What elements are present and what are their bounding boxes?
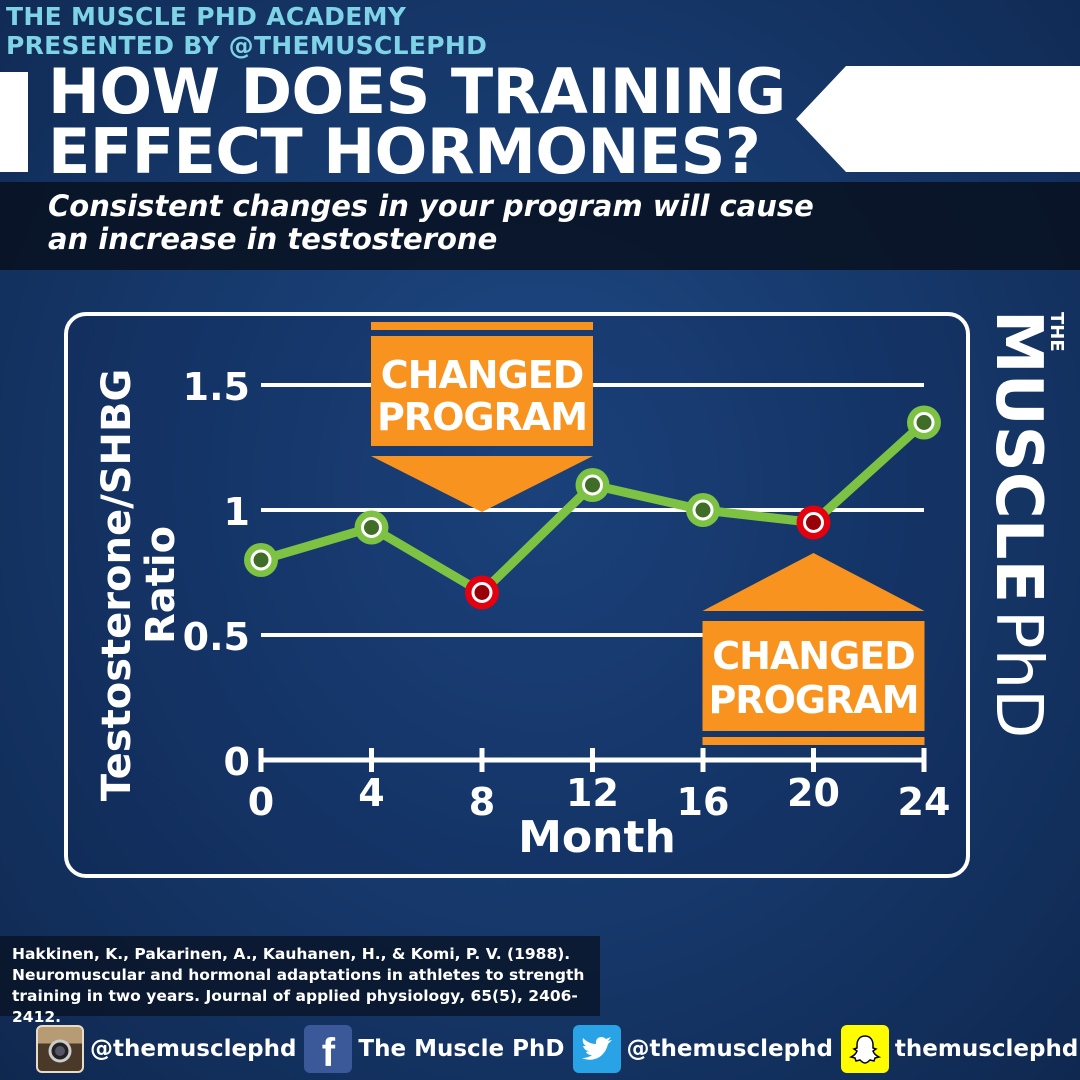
twitter-link[interactable]: @themusclephd [572, 1025, 833, 1073]
academy-header: THE MUSCLE PHD ACADEMY PRESENTED BY @THE… [6, 2, 487, 60]
instagram-handle: @themusclephd [90, 1036, 297, 1062]
data-point-2-inner [471, 582, 493, 603]
y-tick-label-0: 0 [224, 740, 250, 784]
y-axis-label-line-1: Testosterone/SHBG [94, 369, 140, 802]
data-point-5-inner [803, 512, 824, 533]
twitter-handle: @themusclephd [626, 1036, 833, 1062]
data-point-3 [575, 468, 610, 502]
data-point-4 [686, 493, 720, 527]
annotation-1-box [702, 621, 925, 731]
citation-text: Hakkinen, K., Pakarinen, A., Kauhanen, H… [12, 945, 585, 1026]
x-tick-label-4: 16 [677, 780, 730, 824]
data-point-4-inner [692, 499, 714, 521]
data-point-1 [354, 510, 389, 545]
data-point-0 [244, 543, 278, 577]
annotation-1-line-2: PROGRAM [708, 678, 918, 722]
citation-box: Hakkinen, K., Pakarinen, A., Kauhanen, H… [0, 936, 600, 1026]
presented-by: PRESENTED BY @THEMUSCLEPHD [6, 31, 488, 60]
academy-name: THE MUSCLE PHD ACADEMY [6, 2, 407, 31]
subtitle: Consistent changes in your program will … [48, 190, 814, 256]
x-tick-label-2: 8 [469, 780, 495, 824]
brand-wordmark: THE MUSCLE PhD [985, 310, 1067, 738]
y-tick-label-3: 1.5 [183, 365, 250, 409]
subtitle-line-2: an increase in testosterone [48, 222, 498, 256]
title-line-1: HOW DOES TRAINING [48, 55, 786, 128]
x-axis [258, 748, 927, 772]
snapchat-icon [840, 1025, 889, 1073]
title-accent-bar [0, 72, 28, 172]
annotation-0-line-2: PROGRAM [377, 395, 587, 439]
x-tick-label-3: 12 [566, 771, 619, 815]
data-point-1-inner [361, 517, 382, 538]
annotation-0-line-1: CHANGED [381, 353, 584, 397]
brand-muscle: MUSCLE [985, 310, 1055, 603]
y-axis-label: Testosterone/SHBG Ratio [94, 369, 184, 802]
facebook-link[interactable]: f The Muscle PhD [304, 1025, 565, 1075]
chart-tick-labels: 0 0.5 1 1.5 0 4 8 12 16 20 24 [183, 365, 951, 824]
subtitle-line-1: Consistent changes in your program will … [48, 189, 814, 223]
x-axis-label: Month [518, 812, 676, 863]
data-point-3-inner [582, 474, 603, 496]
brand-the: THE [1046, 312, 1067, 352]
twitter-icon [572, 1025, 621, 1073]
page-title: HOW DOES TRAINING EFFECT HORMONES? [48, 61, 786, 183]
facebook-handle: The Muscle PhD [358, 1036, 565, 1062]
y-tick-label-1: 0.5 [183, 615, 250, 659]
x-tick-label-1: 4 [358, 771, 384, 815]
annotation-1-line-1: CHANGED [712, 634, 915, 678]
title-line-2: EFFECT HORMONES? [48, 115, 761, 188]
annotation-0-arrow [371, 456, 593, 512]
facebook-icon: f [304, 1025, 353, 1075]
data-point-0-inner [250, 549, 272, 571]
annotation-1-rule [702, 737, 925, 745]
social-bar: @themusclephd f The Muscle PhD @themuscl… [0, 1018, 1080, 1080]
data-point-5 [796, 505, 831, 540]
brand-phd: PhD [985, 610, 1055, 738]
instagram-icon [36, 1025, 84, 1073]
instagram-link[interactable]: @themusclephd [36, 1025, 296, 1073]
title-arrow-decoration [796, 66, 1080, 172]
subtitle-band [0, 182, 1080, 270]
annotation-1-arrow [702, 553, 925, 611]
y-axis-label-line-2: Ratio [138, 526, 184, 644]
x-tick-label-6: 24 [898, 780, 951, 824]
data-point-2 [465, 575, 499, 610]
x-tick-label-5: 20 [787, 771, 840, 815]
y-tick-label-2: 1 [224, 490, 250, 534]
snapchat-handle: themusclephd [894, 1036, 1079, 1062]
x-tick-label-0: 0 [248, 780, 274, 824]
data-point-6 [907, 405, 941, 440]
snapchat-link[interactable]: themusclephd [840, 1025, 1079, 1073]
annotation-0-rule [371, 322, 593, 330]
data-point-6-inner [913, 412, 935, 433]
annotation-0-box [371, 336, 593, 446]
chart-series [244, 405, 941, 610]
